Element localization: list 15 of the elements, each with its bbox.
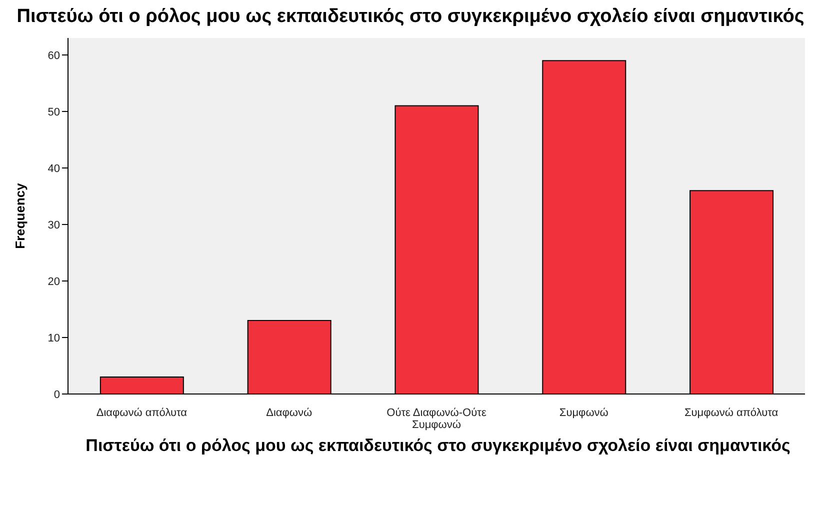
x-tick-label: Διαφωνώ απόλυτα bbox=[96, 407, 188, 419]
chart-title: Πιστεύω ότι ο ρόλος μου ως εκπαιδευτικός στο συγκεκριμένο σχολείο είναι σημαντικός bbox=[16, 6, 806, 27]
y-tick-label: 40 bbox=[48, 162, 60, 175]
y-tick-label: 0 bbox=[54, 388, 60, 401]
x-tick-label: Διαφωνώ bbox=[266, 407, 312, 419]
x-tick-label: Συμφωνώ απόλυτα bbox=[684, 407, 779, 419]
y-tick-label: 10 bbox=[48, 332, 60, 344]
x-tick-label: Ούτε Διαφωνώ-Ούτε Συμφωνώ bbox=[386, 407, 486, 431]
y-tick-label: 50 bbox=[48, 106, 60, 118]
y-axis-title: Frequency bbox=[12, 182, 28, 249]
x-tick-label: Συμφωνώ bbox=[559, 407, 609, 419]
x-axis-title: Πιστεύω ότι ο ρόλος μου ως εκπαιδευτικός στο συγκεκριμένο σχολείο είναι σημαντικός bbox=[84, 436, 792, 455]
y-tick-label: 20 bbox=[48, 276, 60, 288]
y-tick-label: 60 bbox=[48, 50, 60, 62]
y-tick-label: 30 bbox=[48, 219, 60, 232]
